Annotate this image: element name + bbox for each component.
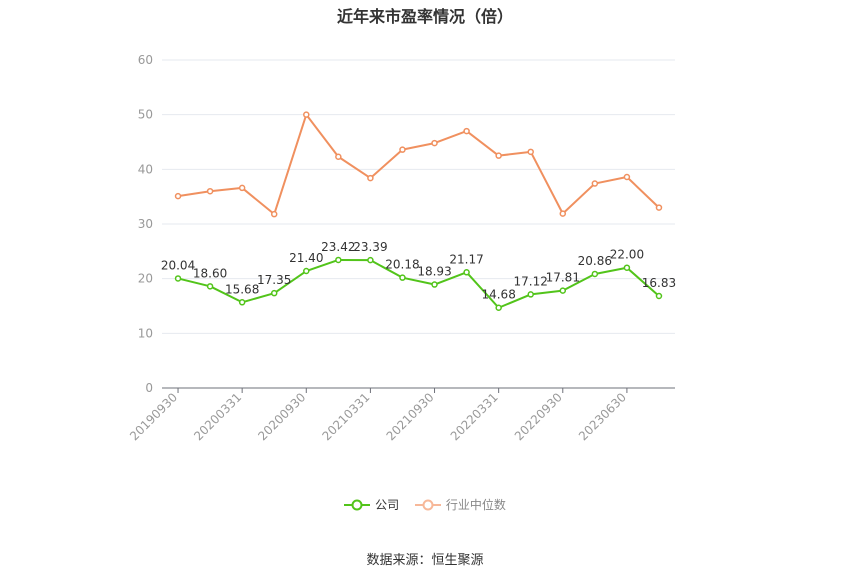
legend: 公司 行业中位数: [0, 496, 850, 515]
legend-marker-company: [344, 499, 371, 510]
industry-data-point: [206, 187, 214, 195]
x-tick-label: 20200930: [255, 390, 308, 443]
industry-data-point: [174, 192, 182, 200]
company-data-label: 20.86: [578, 254, 612, 268]
y-tick-label: 0: [145, 381, 153, 395]
industry-data-point: [527, 148, 534, 156]
company-data-label: 20.18: [385, 258, 419, 272]
y-tick-label: 50: [138, 108, 153, 122]
y-tick-label: 30: [138, 217, 153, 231]
legend-item-industry[interactable]: 行业中位数: [414, 496, 506, 513]
industry-data-point: [399, 146, 406, 153]
company-data-point: [559, 287, 567, 294]
x-tick-label: 20190930: [127, 390, 180, 443]
company-data-label: 23.42: [321, 240, 355, 254]
industry-data-point: [303, 111, 310, 118]
industry-data-point: [270, 210, 278, 218]
company-data-point: [495, 304, 502, 311]
company-data-point: [238, 299, 246, 306]
industry-data-point: [559, 210, 567, 217]
company-data-label: 15.68: [225, 282, 259, 296]
company-data-point: [623, 264, 631, 271]
company-data-label: 22.00: [610, 248, 644, 262]
company-data-point: [463, 269, 470, 276]
industry-data-point: [238, 184, 246, 192]
x-tick-label: 20210331: [319, 390, 372, 443]
company-data-point: [367, 256, 374, 264]
company-data-label: 16.83: [642, 276, 676, 290]
industry-data-point: [335, 153, 342, 161]
company-data-label: 23.39: [353, 240, 387, 254]
company-data-point: [303, 267, 310, 275]
industry-data-point: [463, 127, 470, 135]
company-data-label: 21.17: [449, 252, 483, 266]
y-tick-label: 60: [138, 53, 153, 67]
industry-series-line: [177, 113, 660, 216]
x-tick-label: 20210930: [384, 390, 437, 443]
legend-label-industry: 行业中位数: [445, 498, 506, 512]
company-data-point: [270, 289, 278, 297]
industry-data-point: [495, 152, 502, 159]
company-data-point: [335, 256, 342, 264]
company-data-label: 20.04: [161, 258, 195, 272]
company-data-label: 18.93: [417, 265, 451, 279]
industry-data-point: [623, 173, 631, 181]
company-data-point: [527, 291, 534, 298]
industry-data-point: [655, 204, 663, 211]
legend-label-company: 公司: [375, 498, 400, 512]
legend-marker-industry: [414, 499, 441, 510]
company-data-label: 21.40: [289, 251, 323, 265]
x-tick-label: 20220331: [448, 390, 501, 443]
company-data-label: 17.12: [514, 274, 548, 288]
company-data-label: 17.81: [546, 271, 580, 285]
industry-data-point: [431, 139, 438, 147]
company-data-point: [206, 283, 214, 290]
source-note: 数据来源：恒生聚源: [366, 553, 484, 568]
company-data-point: [655, 292, 663, 300]
company-series-line: [177, 258, 660, 309]
y-tick-label: 40: [138, 162, 153, 176]
company-data-point: [591, 270, 599, 278]
company-data-point: [399, 274, 406, 281]
industry-data-point: [591, 180, 599, 187]
industry-data-point: [367, 174, 374, 182]
x-tick-label: 20200331: [191, 390, 244, 443]
legend-item-company[interactable]: 公司: [344, 496, 399, 513]
company-data-label: 17.35: [257, 273, 291, 287]
company-data-label: 18.60: [193, 266, 227, 280]
company-data-label: 14.68: [481, 288, 515, 302]
x-tick-label: 20220930: [512, 390, 565, 443]
company-data-point: [431, 281, 438, 288]
company-data-point: [174, 275, 182, 282]
chart-title: 近年来市盈率情况（倍）: [336, 7, 513, 26]
y-tick-label: 20: [138, 272, 153, 286]
x-tick-label: 20230630: [576, 390, 629, 443]
y-tick-label: 10: [138, 326, 153, 340]
